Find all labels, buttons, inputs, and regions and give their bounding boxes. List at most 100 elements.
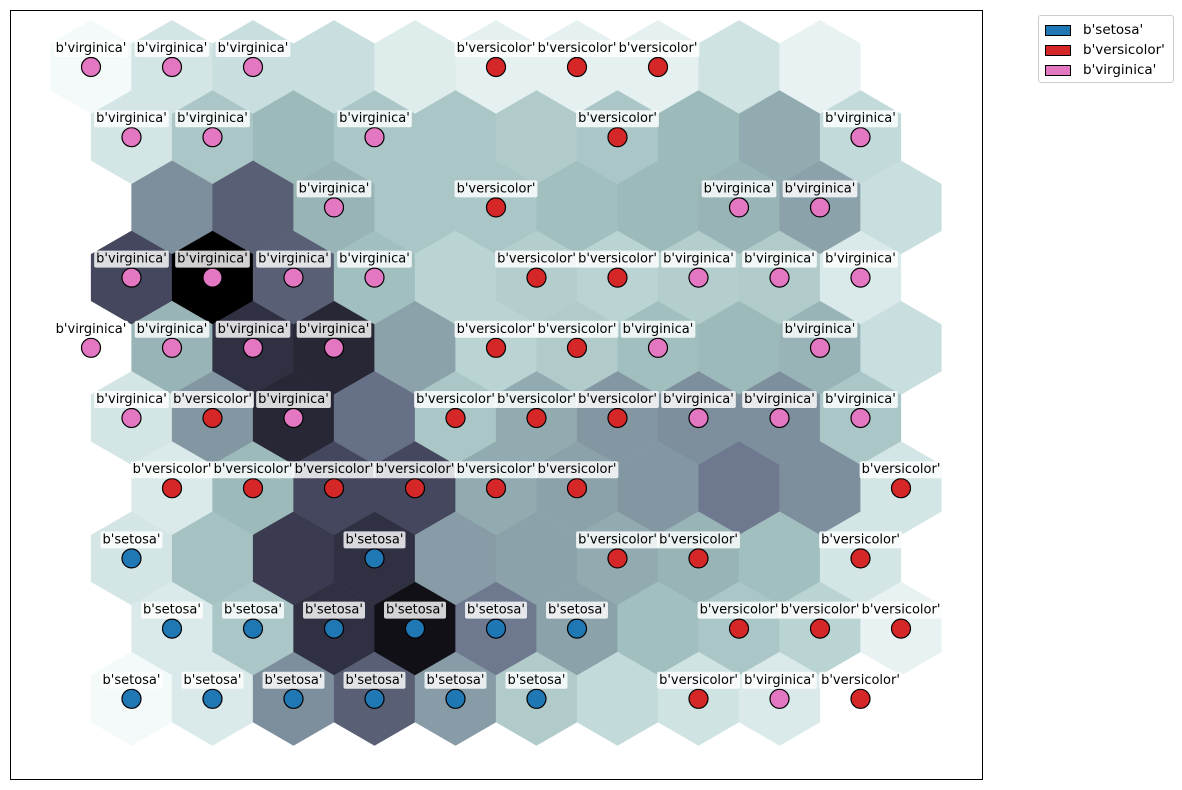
node-label-background bbox=[454, 40, 538, 57]
legend-swatch-setosa bbox=[1045, 24, 1071, 36]
legend-swatch-versicolor bbox=[1045, 44, 1071, 56]
hex-cell bbox=[738, 511, 821, 606]
hex-cell bbox=[536, 160, 618, 255]
node-label: b'versicolor' bbox=[859, 461, 943, 479]
node-label-text: b'versicolor' bbox=[457, 322, 536, 337]
class-marker bbox=[80, 56, 102, 78]
node-label: b'virginica' bbox=[215, 40, 291, 57]
node-label-text: b'setosa' bbox=[346, 673, 404, 688]
node-label-background bbox=[454, 180, 538, 198]
node-label-background bbox=[222, 601, 284, 619]
node-label: b'versicolor' bbox=[576, 250, 659, 268]
hex-cell bbox=[657, 90, 740, 185]
node-label-text: b'versicolor' bbox=[578, 111, 657, 126]
hex-cell bbox=[617, 441, 699, 536]
class-marker bbox=[202, 407, 223, 429]
hex-cell bbox=[252, 90, 335, 185]
class-marker bbox=[688, 548, 709, 569]
class-marker bbox=[566, 337, 588, 358]
node-label-text: b'versicolor' bbox=[457, 41, 536, 56]
node-label: b'virginica' bbox=[701, 180, 777, 198]
class-marker bbox=[688, 407, 709, 429]
node-label-background bbox=[181, 671, 244, 689]
node-label: b'versicolor' bbox=[130, 461, 214, 479]
class-marker bbox=[283, 267, 304, 288]
node-label-background bbox=[782, 180, 858, 198]
node-label: b'setosa' bbox=[384, 601, 446, 619]
hex-cell bbox=[860, 300, 942, 395]
class-marker bbox=[121, 127, 142, 148]
node-label-background bbox=[215, 320, 291, 338]
class-marker bbox=[404, 618, 426, 639]
node-label: b'setosa' bbox=[222, 601, 284, 619]
hex-cell bbox=[293, 20, 375, 114]
node-label: b'virginica' bbox=[134, 40, 210, 57]
node-label-background bbox=[303, 601, 365, 619]
legend-label-virginica: b'virginica' bbox=[1083, 62, 1157, 78]
class-marker bbox=[364, 267, 385, 288]
node-label-text: b'virginica' bbox=[96, 111, 167, 126]
node-label-background bbox=[414, 391, 497, 408]
class-marker bbox=[445, 688, 466, 709]
node-label-background bbox=[505, 671, 568, 689]
node-label-background bbox=[211, 461, 295, 479]
node-label: b'virginica' bbox=[823, 250, 898, 268]
hex-cell bbox=[779, 20, 861, 114]
legend-swatch-virginica bbox=[1045, 64, 1071, 76]
node-label-text: b'versicolor' bbox=[821, 673, 900, 688]
class-marker bbox=[242, 56, 264, 78]
node-label: b'versicolor' bbox=[373, 461, 457, 479]
legend-entry-virginica: b'virginica' bbox=[1045, 60, 1167, 80]
node-label-text: b'setosa' bbox=[224, 603, 282, 618]
node-label: b'versicolor' bbox=[819, 531, 902, 549]
node-label-text: b'setosa' bbox=[346, 532, 404, 547]
class-marker bbox=[242, 618, 264, 639]
node-label-background bbox=[576, 531, 659, 549]
hex-cell bbox=[698, 20, 780, 114]
node-label: b'virginica' bbox=[742, 391, 817, 408]
node-label-background bbox=[134, 40, 210, 57]
class-marker bbox=[364, 548, 385, 569]
hex-cell bbox=[617, 581, 699, 676]
node-label-text: b'versicolor' bbox=[295, 462, 374, 477]
class-marker bbox=[688, 267, 709, 288]
node-label-background bbox=[495, 391, 578, 408]
node-label-text: b'versicolor' bbox=[821, 532, 900, 547]
hex-cell bbox=[698, 300, 780, 395]
node-label-text: b'setosa' bbox=[548, 603, 606, 618]
legend-entry-setosa: b'setosa' bbox=[1045, 20, 1167, 40]
class-marker bbox=[485, 337, 507, 358]
node-label: b'virginica' bbox=[256, 391, 331, 408]
node-label-text: b'setosa' bbox=[467, 603, 525, 618]
node-label-background bbox=[130, 461, 214, 479]
node-label: b'versicolor' bbox=[535, 40, 619, 57]
class-marker bbox=[364, 127, 385, 148]
node-label: b'versicolor' bbox=[576, 391, 659, 408]
hex-cell bbox=[738, 90, 821, 185]
class-marker bbox=[121, 407, 142, 429]
class-marker bbox=[121, 688, 142, 709]
node-label: b'versicolor' bbox=[454, 461, 538, 479]
node-label-text: b'virginica' bbox=[339, 111, 410, 126]
node-label-background bbox=[465, 601, 527, 619]
node-label-background bbox=[823, 391, 898, 408]
class-marker bbox=[202, 127, 223, 148]
node-label: b'virginica' bbox=[296, 320, 372, 338]
node-label-background bbox=[701, 180, 777, 198]
node-label-background bbox=[141, 601, 203, 619]
hex-cell bbox=[414, 90, 497, 185]
node-label-background bbox=[337, 250, 412, 268]
node-label-text: b'virginica' bbox=[258, 392, 329, 407]
node-label-background bbox=[343, 531, 406, 549]
node-label-text: b'versicolor' bbox=[700, 603, 779, 618]
node-label-text: b'virginica' bbox=[663, 392, 734, 407]
legend-label-setosa: b'setosa' bbox=[1083, 22, 1144, 38]
hex-cell bbox=[252, 511, 335, 606]
node-label-text: b'virginica' bbox=[96, 252, 167, 267]
node-label: b'setosa' bbox=[424, 671, 487, 689]
class-marker bbox=[850, 407, 871, 429]
node-label-background bbox=[823, 110, 898, 128]
class-marker bbox=[323, 197, 345, 218]
node-label-background bbox=[384, 601, 446, 619]
node-label-background bbox=[296, 320, 372, 338]
